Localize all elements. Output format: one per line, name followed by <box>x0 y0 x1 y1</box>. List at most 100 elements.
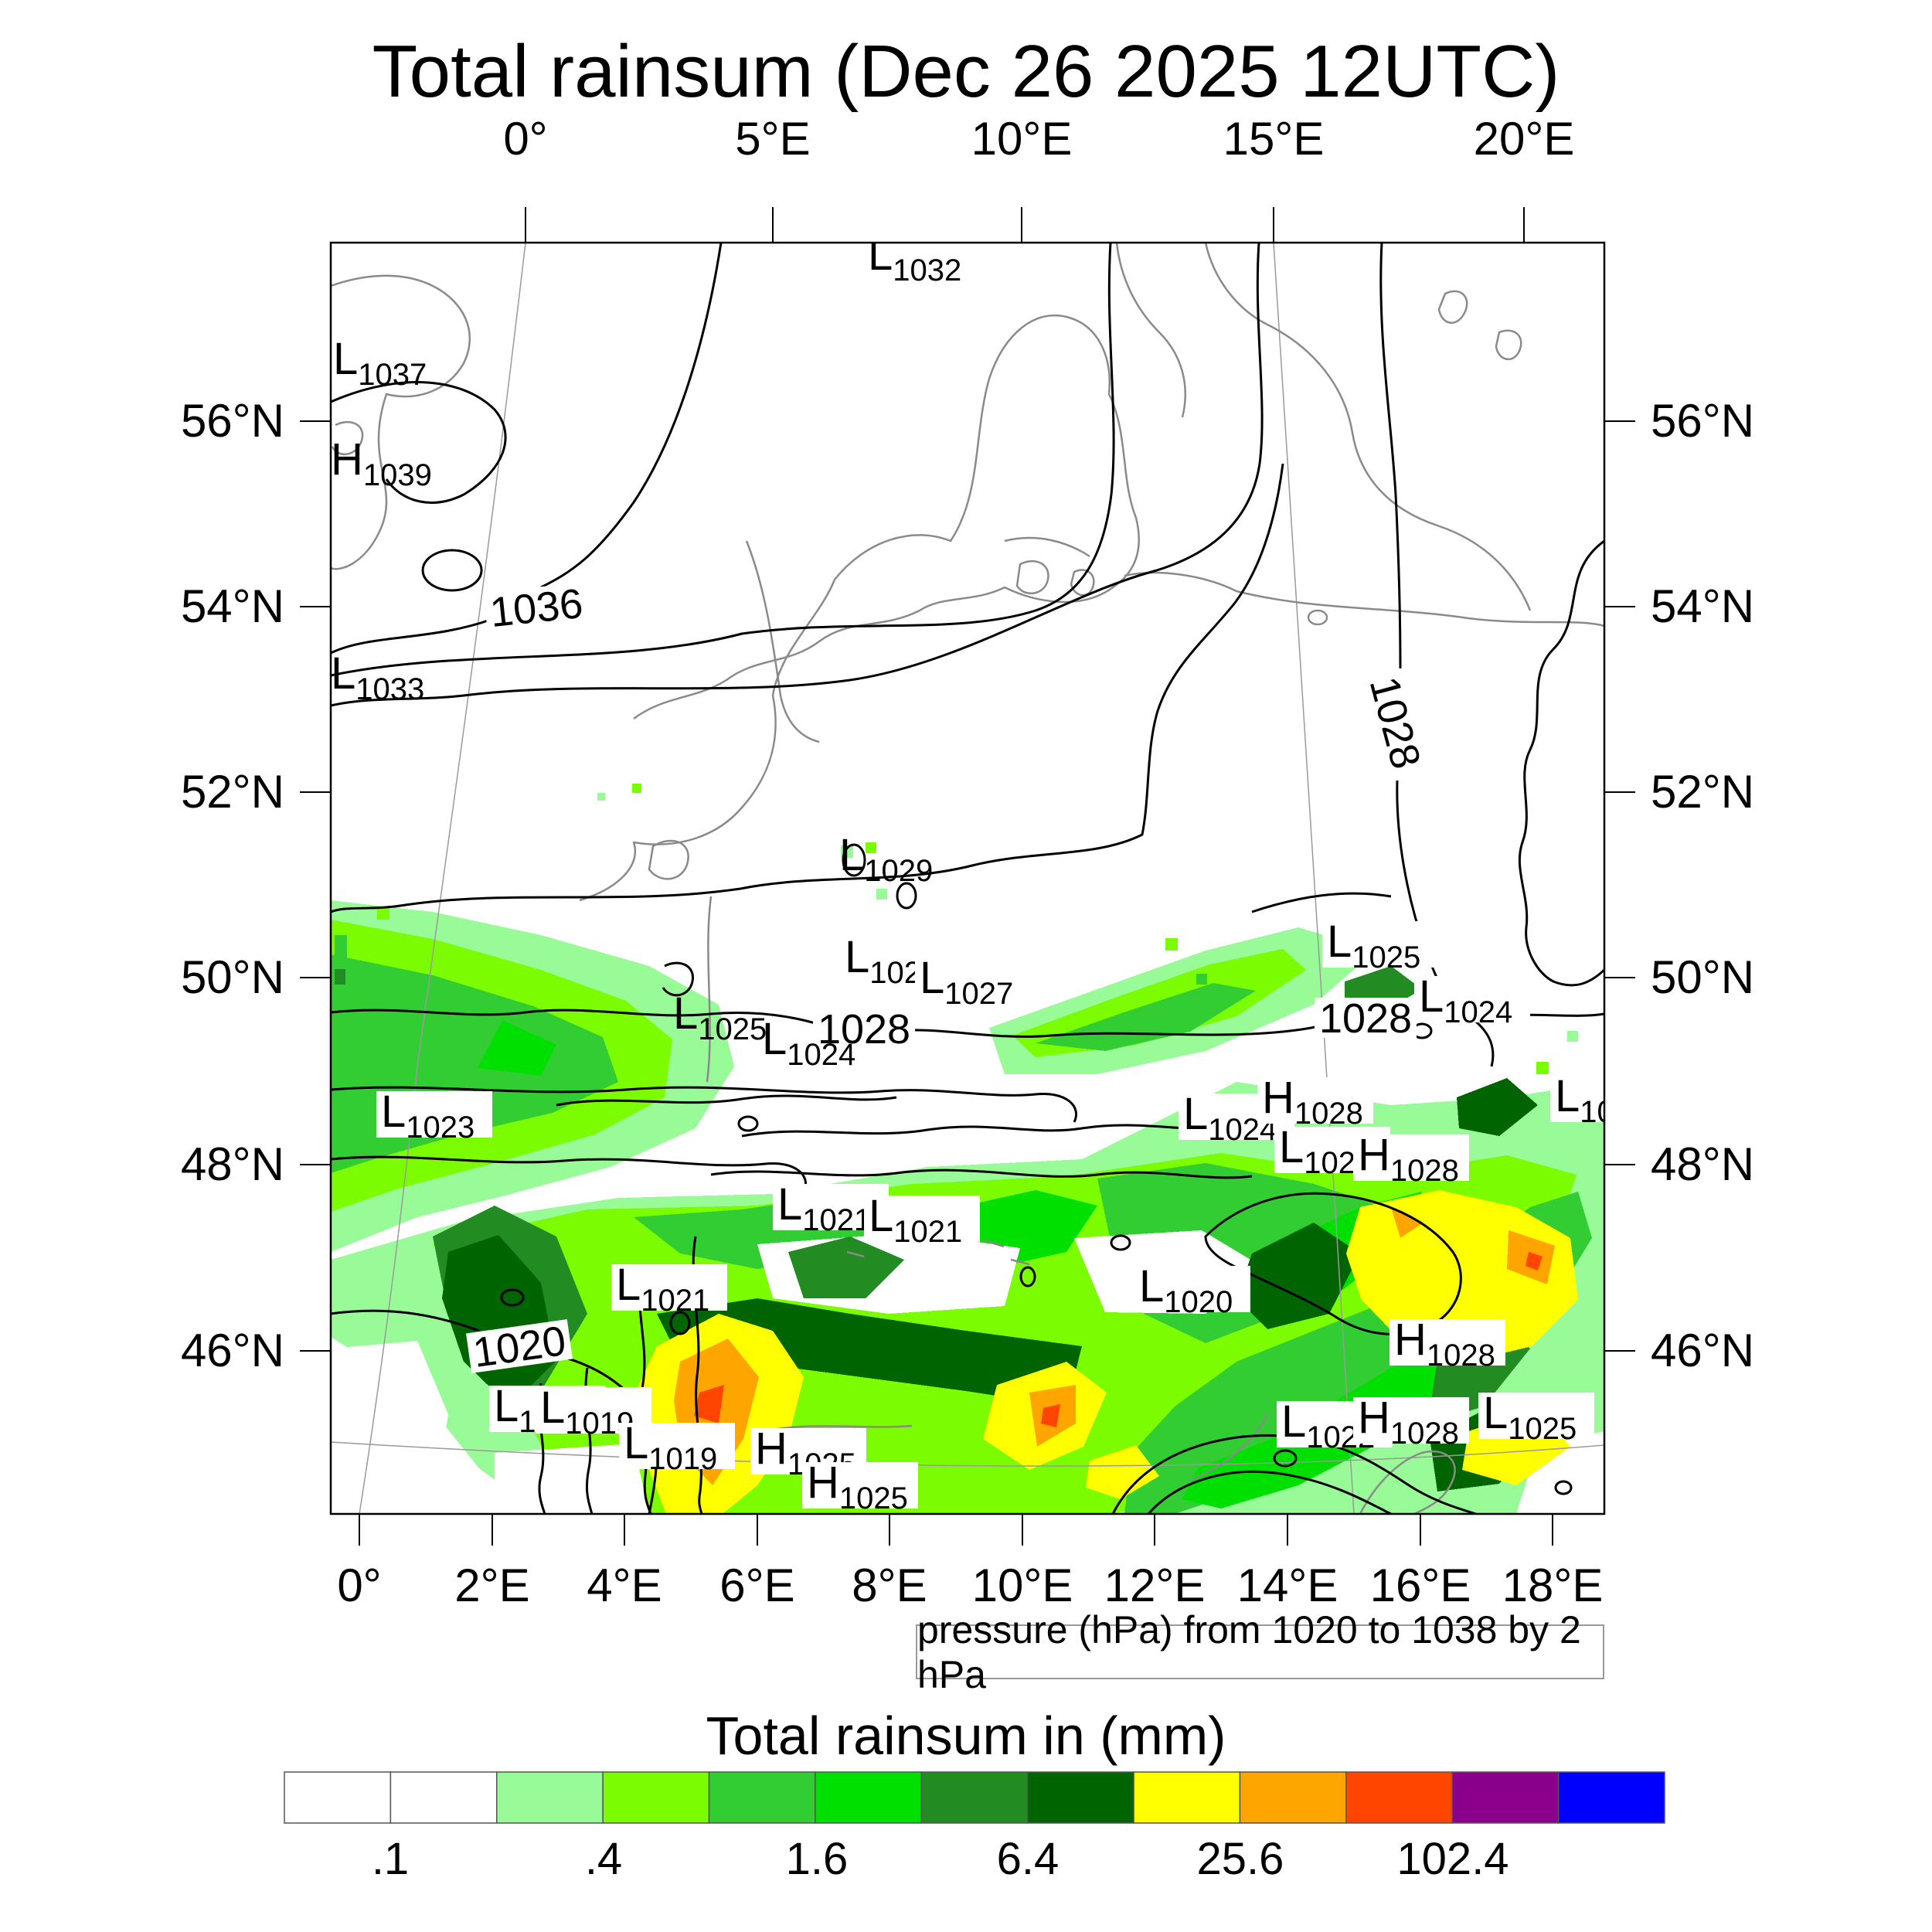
pressure-center-box <box>1478 1393 1594 1439</box>
right-axis-label: 54°N <box>1651 580 1754 632</box>
rain-shading <box>657 1298 1082 1406</box>
rain-speck <box>866 842 876 853</box>
isobar-closed-loop <box>1554 1480 1573 1495</box>
top-axis-label: 5°E <box>735 113 810 165</box>
colorbar-cell <box>602 1771 710 1824</box>
isobar <box>741 1124 1237 1138</box>
bottom-axis-label: 8°E <box>852 1560 927 1611</box>
rain-speck <box>1196 974 1207 985</box>
isobar <box>710 1168 1253 1179</box>
rain-shading <box>495 1444 649 1514</box>
pressure-center-label: L10 <box>1550 1071 1604 1129</box>
rain-shading <box>1526 1252 1543 1270</box>
coastline <box>706 896 713 1083</box>
left-axis-label: 50°N <box>181 951 284 1003</box>
pressure-center-label: H1028 <box>1353 1130 1469 1188</box>
svg-text:1028: 1028 <box>818 1006 910 1053</box>
pressure-center-label: L1021 <box>864 1191 980 1249</box>
rain-speck <box>335 935 347 966</box>
rain-shading <box>1086 1445 1159 1499</box>
rain-shading <box>331 1341 448 1514</box>
pressure-legend: pressure (hPa) from 1020 to 1038 by 2 hP… <box>916 1608 1604 1696</box>
isobar <box>1518 539 1604 987</box>
rain-shading <box>1457 1078 1538 1136</box>
left-axis-label: 56°N <box>181 395 284 447</box>
map-border <box>329 241 1606 1515</box>
isobar <box>421 549 483 592</box>
colorbar-cell <box>1239 1771 1347 1824</box>
pressure-center-box <box>1389 1319 1505 1366</box>
left-axis-label: 52°N <box>181 766 284 818</box>
right-axis-label: 48°N <box>1651 1138 1754 1190</box>
rain-speck <box>335 969 345 985</box>
rain-speck <box>597 793 605 801</box>
pressure-center-label: L1027 <box>915 953 1031 1011</box>
pressure-center-box <box>1257 1077 1373 1124</box>
pressure-center-box <box>376 1091 492 1138</box>
colorbar-cell <box>1557 1771 1665 1824</box>
pressure-center-box <box>1353 1134 1469 1181</box>
colorbar-cell <box>1026 1771 1134 1824</box>
pressure-center-box <box>802 1462 918 1509</box>
rain-speck <box>876 889 887 900</box>
rain-shading <box>1041 1404 1060 1427</box>
isobar-closed-loop <box>896 882 917 910</box>
pressure-center-label: H1028 <box>1389 1315 1505 1372</box>
isobar-closed-loop <box>1019 1266 1036 1287</box>
graticule-line <box>359 243 526 1514</box>
coastline <box>1004 536 1604 628</box>
coastline <box>331 274 471 570</box>
isobar <box>331 381 507 504</box>
pressure-center-label: L1032 <box>868 230 961 287</box>
isobar <box>331 243 1115 677</box>
bottom-axis-label: 10°E <box>972 1560 1073 1611</box>
right-axis-label: 56°N <box>1651 395 1754 447</box>
coastline <box>745 540 820 743</box>
pressure-center-box <box>1550 1076 1604 1122</box>
pressure-center-box <box>864 1196 980 1242</box>
contour-value-label: 1028 <box>1315 995 1417 1042</box>
isobar <box>331 243 1264 707</box>
colorbar-cell <box>496 1771 604 1824</box>
isobar <box>331 1155 807 1192</box>
pressure-legend-text: pressure (hPa) from 1020 to 1038 by 2 hP… <box>917 1607 1581 1696</box>
coastline <box>579 314 1140 902</box>
svg-text:1036: 1036 <box>488 580 585 636</box>
chart-title: Total rainsum (Dec 26 2025 12UTC) <box>372 30 1560 113</box>
bottom-axis-label: 12°E <box>1104 1560 1206 1611</box>
pressure-center-label: L1025 <box>1478 1388 1594 1446</box>
pressure-center-box <box>1414 976 1530 1022</box>
pressure-center-label: L1020 <box>1134 1261 1250 1319</box>
coastline <box>1015 560 1095 597</box>
svg-text:1028: 1028 <box>1319 995 1412 1042</box>
colorbar-cell <box>389 1771 498 1824</box>
pressure-center-box <box>1134 1266 1250 1312</box>
bottom-axis-label: 14°E <box>1237 1560 1338 1611</box>
coastline <box>1495 329 1522 361</box>
contour-value-label: 1036 <box>483 580 590 636</box>
pressure-center-label: L1025 <box>1322 917 1438 975</box>
left-axis-label: 54°N <box>181 580 284 632</box>
pressure-center-box <box>915 957 1031 1004</box>
colorbar-tick-label: .1 <box>372 1834 409 1884</box>
pressure-center-box <box>1322 921 1438 968</box>
colorbar-tick-label: 25.6 <box>1197 1834 1284 1884</box>
pressure-center-label: L1021 <box>611 1260 727 1318</box>
isobar <box>331 463 1284 913</box>
left-axis-label: 48°N <box>181 1138 284 1190</box>
rain-speck <box>1536 1062 1549 1074</box>
bottom-axis-label: 0° <box>337 1560 381 1611</box>
colorbar-cell <box>1133 1771 1241 1824</box>
isobar <box>1147 1470 1392 1514</box>
rain-speck <box>632 784 641 793</box>
isobar <box>1379 243 1495 1067</box>
coastline <box>1115 243 1532 611</box>
pressure-center-text: L1032 <box>868 230 961 287</box>
colorbar-tick-label: 102.4 <box>1396 1834 1509 1884</box>
coastline <box>772 1424 913 1431</box>
isobar <box>331 1086 1077 1123</box>
rain-speck <box>377 907 389 920</box>
coastline <box>1307 609 1328 626</box>
pressure-center-label: L1019 <box>619 1418 735 1476</box>
